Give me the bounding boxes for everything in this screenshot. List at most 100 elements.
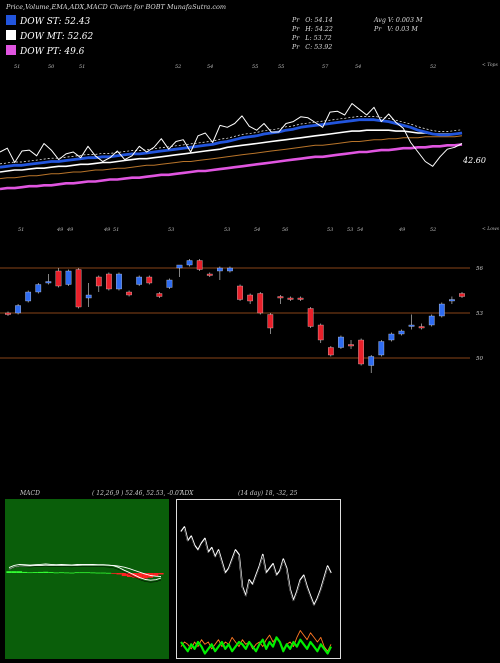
macd-histogram-bar (64, 572, 70, 574)
candle-body (106, 273, 112, 290)
legend-dow-st: DOW ST: 52.43 (6, 15, 90, 27)
macd-histogram-bar (48, 572, 54, 573)
adx-line-green (180, 636, 332, 655)
candle-body (368, 356, 375, 366)
bottom-axis-label: 53 (224, 227, 230, 233)
candle-body (146, 276, 153, 284)
top-axis-label: 52 (430, 64, 436, 70)
quote-low: Pr L: 53.72 (292, 35, 332, 42)
macd-histogram-bar (90, 572, 96, 574)
macd-histogram-bar (69, 572, 75, 574)
candle-body (449, 299, 455, 302)
ema-line-blue (0, 118, 463, 169)
macd-histogram-bar (85, 572, 91, 574)
candle-body (65, 270, 72, 285)
ema-line-magenta (0, 143, 463, 191)
legend-swatch (6, 30, 16, 40)
quote-close: Pr C: 53.92 (292, 44, 332, 51)
macd-histogram-bar (121, 573, 127, 577)
candle-body (277, 296, 284, 299)
candle-body (25, 291, 32, 302)
macd-histogram-bar (105, 572, 112, 574)
quote-pr: Pr (292, 35, 300, 42)
candle-body (307, 308, 314, 327)
quote-pr: Pr (292, 26, 300, 33)
macd-histogram-bar (16, 571, 23, 573)
macd-histogram-bar (37, 571, 44, 573)
candle-body (166, 279, 173, 288)
bottom-axis-label: 52 (430, 227, 436, 233)
candle-body (398, 330, 405, 335)
macd-histogram-bar (58, 572, 65, 574)
price-axis-label: 56 (476, 266, 483, 272)
bottom-axis-label: 49 (398, 227, 406, 233)
adx-line-orange (180, 630, 332, 652)
bottom-axis-label: 53 (347, 227, 353, 233)
quote-open-value: O: 54.14 (305, 17, 333, 24)
macd-histogram-bar (53, 572, 59, 574)
candle-body (136, 276, 143, 285)
top-axis-label: 51 (14, 64, 20, 70)
quote-volume: Pr V: 0.03 M (374, 26, 418, 33)
legend-swatch (6, 15, 16, 25)
bottom-axis-label: 49 (103, 227, 111, 233)
adx-title: ADX (180, 490, 194, 497)
ema-line-brown (0, 135, 463, 180)
candle-body (75, 269, 82, 308)
bottom-axis-label: 49 (66, 227, 74, 233)
macd-histogram-bar (6, 571, 12, 573)
candle-body (55, 270, 62, 287)
macd-histogram-bar (137, 573, 143, 579)
ema-line-white-slow (0, 129, 463, 173)
legend-label: DOW ST: 52.43 (20, 17, 91, 27)
candle-body (358, 339, 364, 365)
quote-close-value: C: 53.92 (305, 44, 333, 51)
candle-body (297, 297, 304, 300)
candle-body (85, 294, 92, 299)
macd-histogram-bar (153, 573, 159, 577)
top-axis-label: 57 (322, 64, 329, 70)
quote-pr: Pr (292, 17, 300, 24)
candle-body (196, 260, 203, 270)
macd-histogram-bar (43, 571, 49, 573)
candle-body (227, 267, 233, 272)
quote-avg-volume: Avg V: 0.003 M (374, 17, 423, 24)
bottom-axis-label: 54 (254, 227, 260, 233)
macd-title: MACD (20, 490, 40, 497)
top-axis-label: 52 (175, 64, 181, 70)
macd-histogram-bar (142, 573, 148, 579)
bottom-axis-label: 54 (357, 227, 363, 233)
legend-dow-pt: DOW PT: 49.6 (6, 45, 84, 57)
quote-volume-value: V: 0.03 M (387, 26, 418, 33)
candle-body (15, 305, 21, 314)
candle-body (327, 347, 334, 356)
macd-shadow-line (8, 565, 162, 583)
top-axis-label: 54 (207, 64, 213, 70)
macd-params: ( 12,26,9 ) 52.46, 52.53, -0.07 (92, 490, 183, 497)
bottom-axis-label: 53 (327, 227, 333, 233)
candle-body (247, 294, 253, 302)
candle-body (428, 315, 435, 326)
candle-body (338, 336, 344, 348)
candle-body (126, 291, 132, 296)
candle-body (459, 293, 465, 297)
candle-body (388, 333, 395, 341)
bottom-axis-label: 49 (56, 227, 64, 233)
candle-body (186, 260, 193, 266)
macd-histogram-bar (11, 571, 17, 573)
macd-signal-line (8, 564, 162, 578)
macd-histogram-bar (95, 572, 101, 574)
chart-header-title: Price,Volume,EMA,ADX,MACD Charts for BOB… (6, 3, 227, 11)
bottom-axis-label: 51 (18, 227, 24, 233)
bottom-axis-title: < Lows (482, 226, 500, 232)
candle-body (418, 326, 425, 329)
candle-body (217, 267, 223, 272)
candle-body (408, 324, 415, 327)
price-axis-label: 50 (476, 356, 483, 362)
top-axis-label: 51 (79, 64, 85, 70)
ema-line-dashed (0, 116, 463, 165)
quote-low-value: L: 53.72 (305, 35, 332, 42)
adx-line-shadow (180, 527, 332, 607)
price-axis-label: 53 (476, 311, 483, 317)
legend-dow-mt: DOW MT: 52.62 (6, 30, 93, 42)
